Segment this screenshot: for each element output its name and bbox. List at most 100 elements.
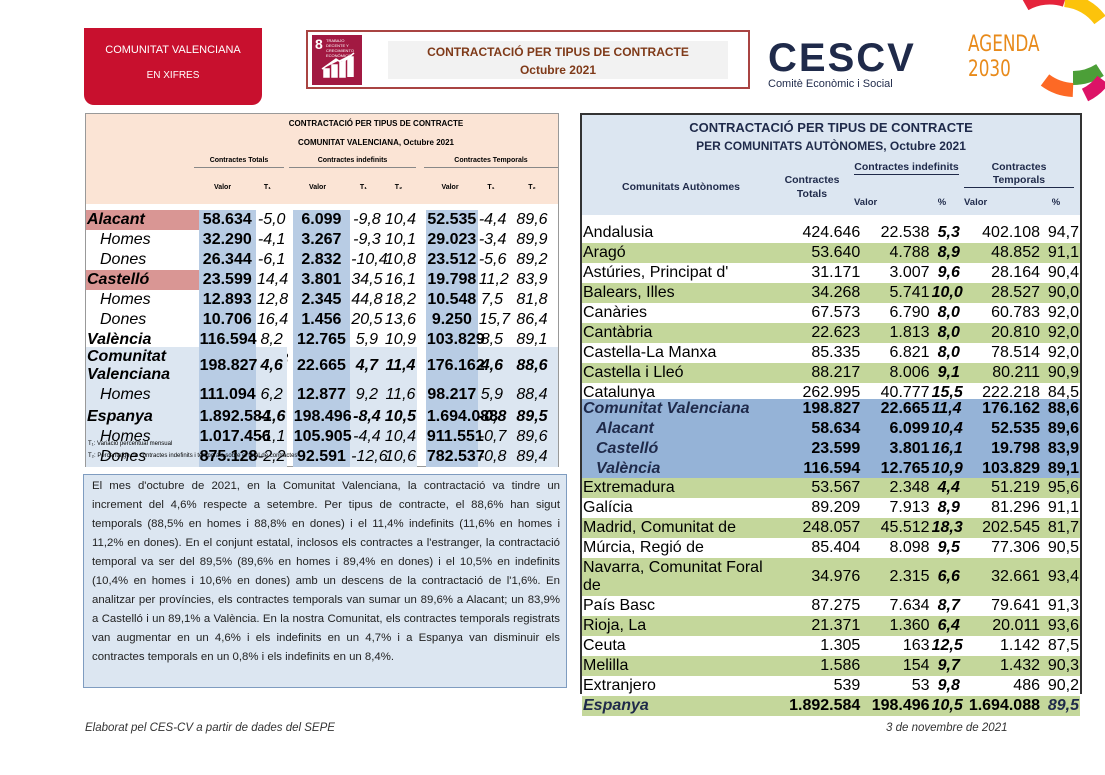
- lt-gap: [417, 347, 426, 385]
- rt-cell: 262.995: [768, 383, 862, 403]
- lt-row: Dones 26.344 -6,1 2.832 -10,4 10,8 23.512 -5,6 8…: [86, 250, 558, 270]
- lt-cell: 52.535: [425, 210, 478, 230]
- rt-cell: 1.432: [960, 655, 1041, 676]
- rt-cell: 12.765: [861, 458, 931, 479]
- lt-gap: [417, 270, 426, 290]
- lt-cell: 10,4: [383, 427, 418, 448]
- lt-cell: 12.765: [292, 330, 351, 350]
- rt-cell: Galícia: [582, 497, 769, 518]
- rt-row: Castella i Lleó 88.217 8.006 9,1 80.211 90,9: [582, 363, 1080, 383]
- rt-cell: 198.827: [768, 398, 862, 419]
- badge-line: COMUNITAT VALENCIANA: [105, 44, 241, 56]
- rt-cell: 89.209: [768, 497, 862, 518]
- rt-row: Castelló 23.599 3.801 16,1 19.798 83,9: [582, 438, 1080, 459]
- lt-cell: 23.512: [425, 250, 478, 270]
- rt-cell: 8,9: [930, 243, 961, 263]
- rt-cell: 80.211: [960, 363, 1041, 383]
- lt-cell: 4,6: [477, 346, 506, 385]
- lt-cell: Comunitat Valenciana: [86, 346, 199, 385]
- lt-cell: 13,6: [383, 310, 418, 330]
- lt-cell: 29.023: [425, 230, 478, 250]
- lt-cell: -2,2: [255, 447, 288, 468]
- lt-cell: 782.537: [425, 447, 485, 468]
- rt-row: Ceuta 1.305 163 12,5 1.142 87,5: [582, 635, 1080, 656]
- lt-cell: 875.128: [198, 447, 258, 468]
- lt-row: Castelló 23.599 14,4 3.801 34,5 16,1 19.798 11,…: [86, 270, 558, 290]
- lt-cell: Homes: [86, 230, 199, 250]
- lt-row: Alacant 58.634 -5,0 6.099 -9,8 10,4 52.535 -4,4…: [86, 210, 558, 230]
- lt-cell: -9,3: [350, 230, 384, 250]
- rt-cell: 32.661: [960, 557, 1041, 596]
- lt-cell: 7,5: [477, 290, 506, 310]
- lt-cell: 89,6: [505, 210, 558, 230]
- lt-cell: 111.094: [198, 384, 256, 405]
- rt-cell: 8.098: [861, 537, 931, 558]
- lt-col-header: T₂: [394, 184, 403, 191]
- rt-cell: 53: [861, 675, 931, 696]
- rt-cell: 31.171: [768, 263, 862, 283]
- rt-cell: Castella-La Manxa: [582, 343, 769, 363]
- lt-cell: Homes: [86, 290, 199, 310]
- lt-cell: 6.099: [292, 210, 351, 230]
- rt-header: Contractes indefinits: [854, 161, 959, 175]
- lt-gap: [417, 230, 426, 250]
- lt-cell: 1.017.456: [198, 427, 271, 448]
- rt-cell: 8,0: [930, 343, 961, 363]
- rt-cell: 20.011: [960, 615, 1041, 636]
- rt-subheader: Valor: [964, 197, 988, 208]
- rt-cell: 16,1: [930, 438, 963, 459]
- rt-cell: 18,3: [930, 517, 963, 538]
- lt-row: València 116.594 8,2 12.765 5,9 10,9 103.829 8,…: [86, 330, 558, 350]
- lt-cell: 10,4: [383, 210, 418, 230]
- rt-group: Extremadura 53.567 2.348 4,4 51.219 95,6 Galíc…: [582, 477, 1080, 716]
- rt-cell: 87,5: [1041, 635, 1080, 656]
- rt-cell: Andalusia: [582, 223, 769, 243]
- lt-cell: 116.594: [198, 330, 257, 350]
- lt-cell: -4,4: [350, 427, 384, 448]
- rt-cell: 90,4: [1041, 263, 1080, 283]
- lt-group-header: Contractes indefinits: [289, 157, 416, 168]
- rt-cell: 5,3: [930, 223, 961, 243]
- rt-cell: 8,7: [930, 595, 961, 616]
- rt-cell: 6.790: [861, 303, 931, 323]
- lt-cell: Homes: [86, 427, 199, 448]
- rt-row: Melilla 1.586 154 9,7 1.432 90,3: [582, 655, 1080, 676]
- rt-subheader: %: [937, 197, 947, 208]
- rt-cell: 92,0: [1041, 323, 1080, 343]
- rt-title-band: CONTRACTACIÓ PER TIPUS DE CONTRACTE PER …: [582, 115, 1080, 157]
- rt-cell: Espanya: [582, 695, 769, 716]
- lt-cell: -1,6: [255, 407, 288, 428]
- rt-headers: Comunitats Autònomes Contractes Totals Con…: [582, 157, 1080, 215]
- lt-cell: 32.290: [198, 230, 256, 250]
- lt-col-header: T₁: [487, 184, 495, 191]
- rt-cell: 19.798: [960, 438, 1041, 459]
- lt-cell: 19.798: [425, 270, 478, 290]
- rt-cell: 1.892.584: [768, 695, 862, 716]
- sdg-graph: [321, 52, 355, 78]
- lt-cell: 6,2: [255, 384, 288, 405]
- lt-cell: 86,4: [505, 310, 558, 330]
- lt-col-header: T₂: [528, 184, 536, 191]
- rt-cell: 28.527: [960, 283, 1041, 303]
- rt-row: Castella-La Manxa 85.335 6.821 8,0 78.514 92,…: [582, 343, 1080, 363]
- lt-cell: 18,2: [383, 290, 418, 310]
- rt-cell: 6.099: [861, 418, 931, 439]
- rt-cell: 9,1: [930, 363, 961, 383]
- rt-row: Extranjero 539 53 9,8 486 90,2: [582, 675, 1080, 696]
- rt-cell: 10,5: [930, 695, 963, 716]
- rt-row: Madrid, Comunitat de 248.057 45.512 18,3 202…: [582, 517, 1080, 538]
- lt-cell: -12,6: [350, 447, 388, 468]
- rt-cell: 6,4: [930, 615, 961, 636]
- rt-row: Espanya 1.892.584 198.496 10,5 1.694.088 89,5: [582, 695, 1080, 716]
- lt-col-header: Valor: [213, 184, 232, 191]
- rt-group: Comunitat Valenciana 198.827 22.665 11,4 176…: [582, 398, 1080, 479]
- rt-cell: 103.829: [960, 458, 1041, 479]
- lt-cell: 83,9: [505, 270, 558, 290]
- lt-cell: 89,1: [505, 330, 558, 350]
- lt-cell: 4,6: [255, 346, 288, 385]
- lt-cell: 14,4: [255, 270, 289, 290]
- rt-cell: 92,0: [1041, 343, 1080, 363]
- rt-cell: 81.296: [960, 497, 1041, 518]
- lt-gap: [417, 427, 426, 447]
- lt-cell: 10,8: [383, 250, 418, 270]
